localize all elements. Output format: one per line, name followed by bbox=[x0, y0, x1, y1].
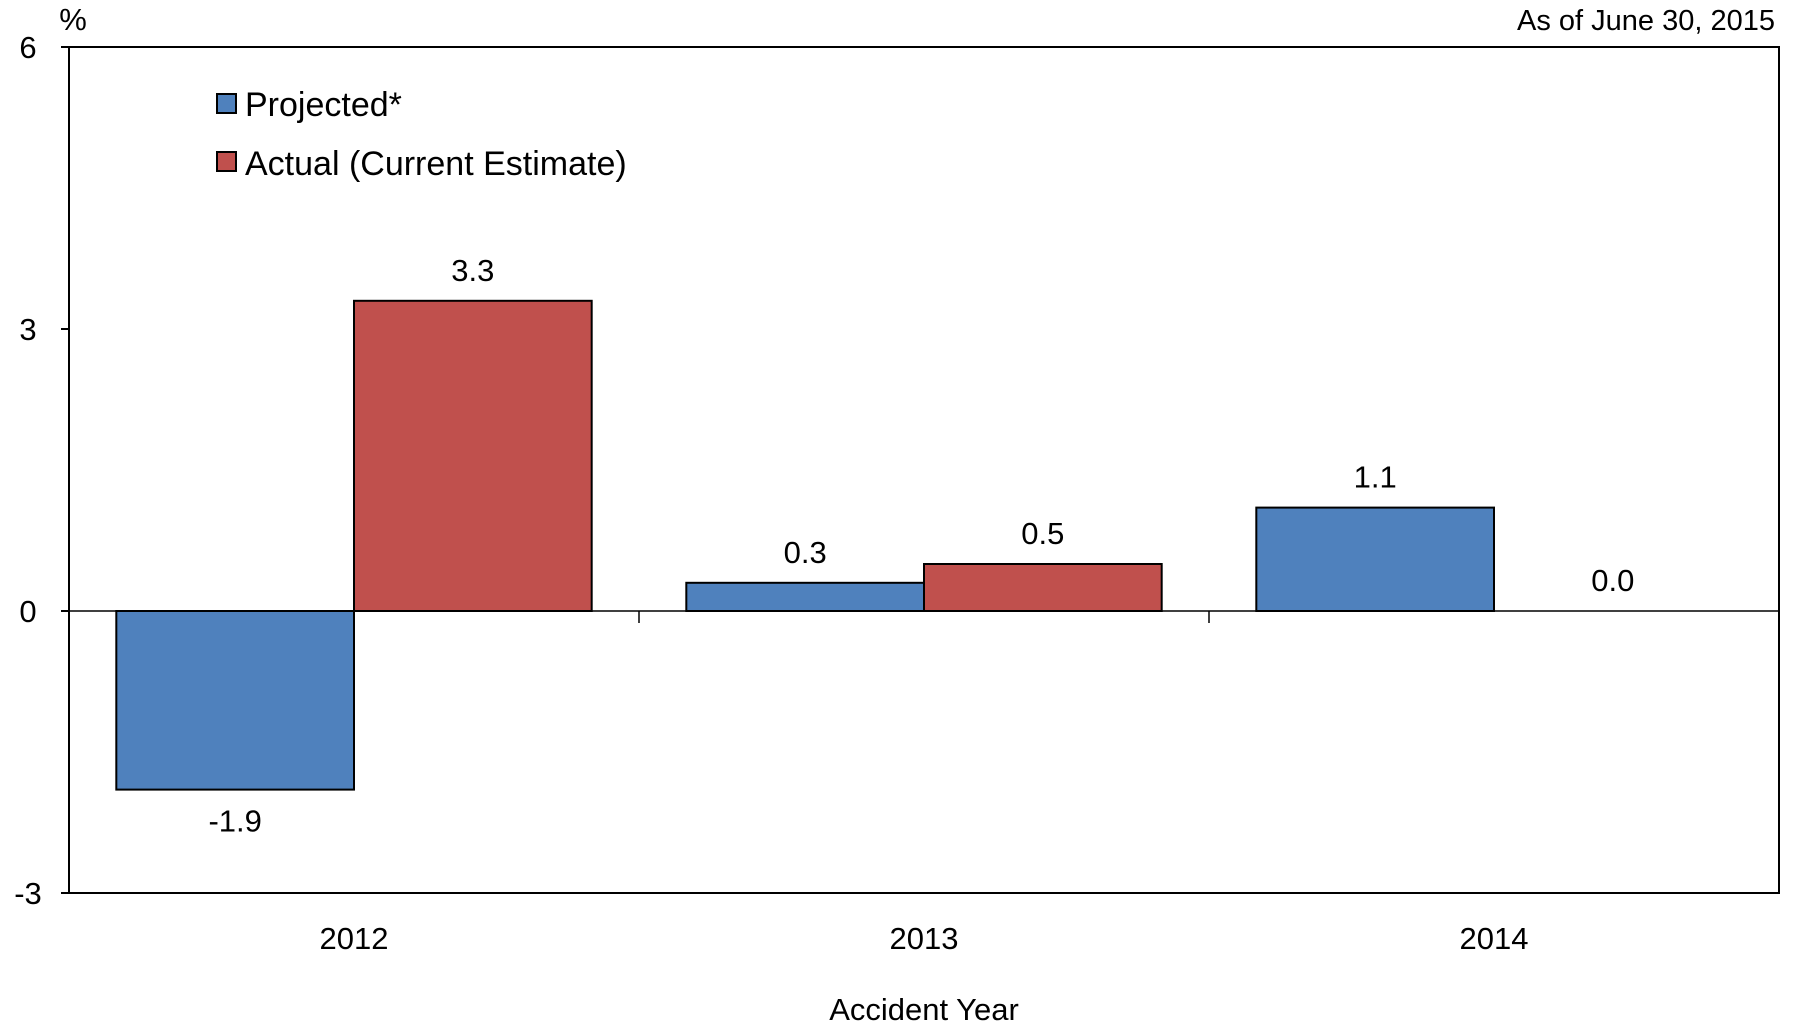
x-tick-label: 2014 bbox=[1460, 921, 1529, 956]
bar-actual-current-estimate-2013 bbox=[923, 563, 1163, 612]
bar-projected-2014 bbox=[1255, 506, 1496, 613]
x-axis-title: Accident Year bbox=[829, 992, 1019, 1021]
y-tick-label: 3 bbox=[19, 312, 36, 347]
data-label: 0.0 bbox=[1591, 563, 1634, 598]
bar-projected-2013 bbox=[685, 581, 925, 612]
x-tick-label: 2012 bbox=[320, 921, 389, 956]
y-unit-label: % bbox=[59, 2, 87, 37]
data-label: 0.3 bbox=[784, 535, 827, 570]
data-label: -1.9 bbox=[208, 804, 261, 839]
as-of-date: As of June 30, 2015 bbox=[1517, 5, 1775, 37]
legend: Projected* Actual (Current Estimate) bbox=[216, 86, 627, 183]
legend-label-projected: Projected* bbox=[245, 86, 402, 124]
data-label: 1.1 bbox=[1354, 460, 1397, 495]
bar-actual-current-estimate-2012 bbox=[353, 299, 593, 612]
y-tick-label: 0 bbox=[19, 594, 36, 629]
y-tick-label: 6 bbox=[19, 30, 36, 65]
data-label: 0.5 bbox=[1021, 516, 1064, 551]
data-label: 3.3 bbox=[451, 253, 494, 288]
legend-swatch-projected bbox=[216, 93, 237, 114]
bar-projected-2012 bbox=[115, 610, 355, 791]
legend-label-actual: Actual (Current Estimate) bbox=[245, 145, 627, 183]
legend-swatch-actual bbox=[216, 151, 237, 172]
x-tick-label: 2013 bbox=[890, 921, 959, 956]
y-tick-label: -3 bbox=[14, 876, 42, 911]
